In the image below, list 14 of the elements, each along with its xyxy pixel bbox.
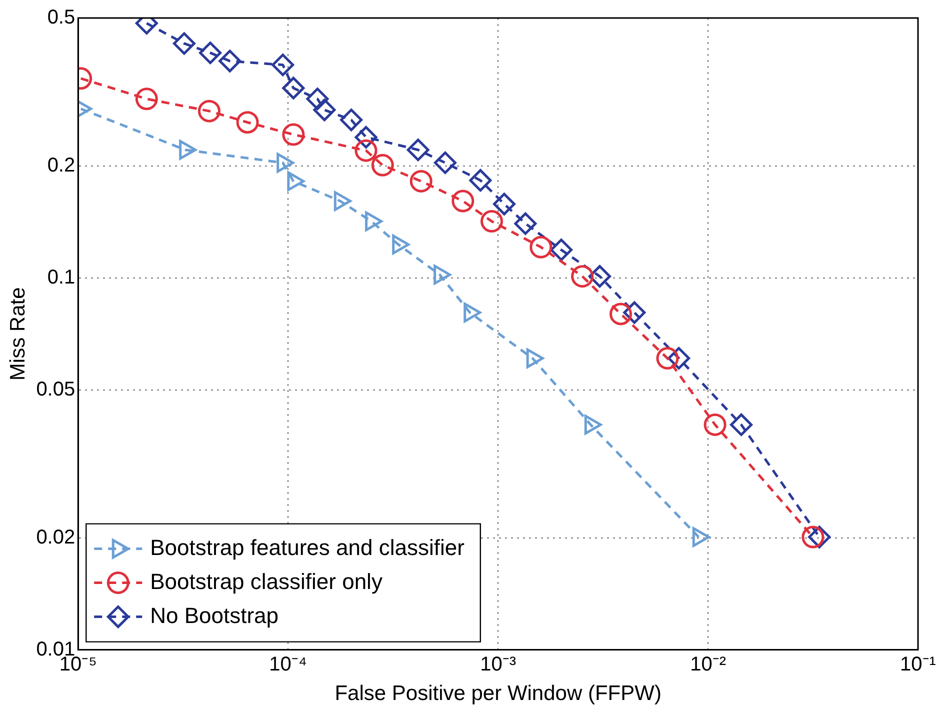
legend-label: Bootstrap features and classifier	[150, 534, 464, 560]
legend-label: Bootstrap classifier only	[150, 568, 382, 594]
y-tick-label: 0.05	[36, 378, 76, 400]
y-tick-label: 0.2	[47, 154, 76, 176]
y-tick-label: 0.02	[36, 526, 76, 548]
y-tick-label: 0.5	[47, 6, 76, 29]
x-tick-label: 10⁻¹	[900, 653, 936, 676]
x-tick-label: 10⁻³	[480, 653, 516, 676]
y-axis-title: Miss Rate	[6, 287, 30, 381]
y-tick-label: 0.1	[47, 266, 76, 288]
x-axis-title: False Positive per Window (FFPW)	[334, 682, 662, 706]
legend-label: No Bootstrap	[150, 602, 279, 628]
x-tick-label: 10⁻⁴	[269, 653, 308, 676]
x-tick-label: 10⁻²	[690, 653, 726, 676]
